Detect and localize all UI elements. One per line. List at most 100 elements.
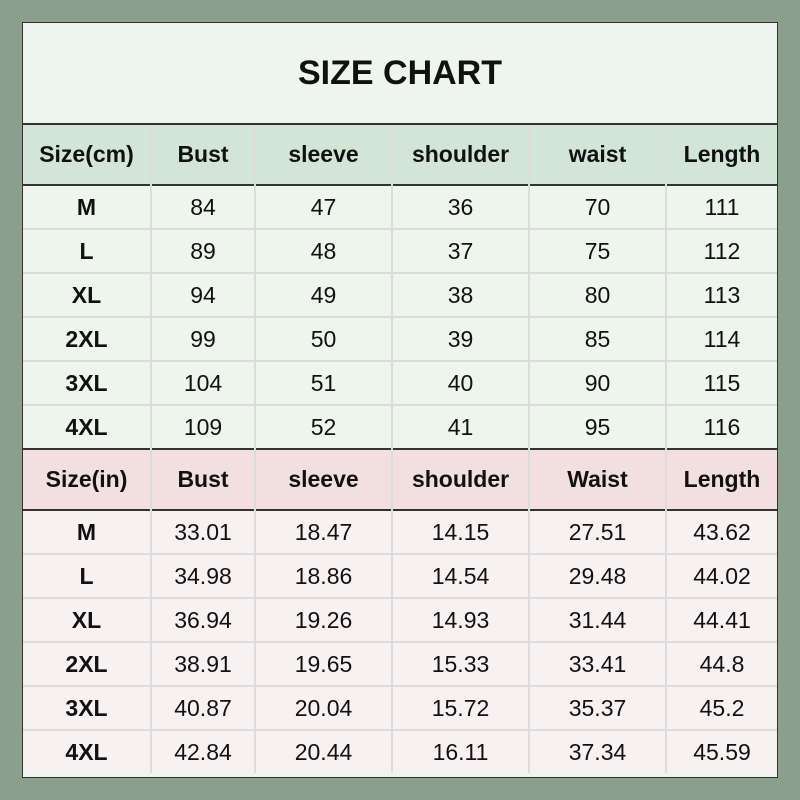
measurement-cell: 18.86	[254, 553, 393, 598]
table-row: M 84 47 36 70 111	[23, 184, 777, 229]
size-label: L	[23, 553, 152, 598]
measurement-cell: 39	[391, 316, 530, 361]
column-header: waist	[528, 125, 667, 185]
measurement-cell: 109	[150, 404, 256, 448]
measurement-cell: 111	[665, 184, 777, 229]
measurement-cell: 116	[665, 404, 777, 448]
measurement-cell: 70	[528, 184, 667, 229]
size-label: M	[23, 184, 152, 229]
column-header: sleeve	[254, 448, 393, 510]
measurement-cell: 40	[391, 360, 530, 405]
table-row: 3XL 104 51 40 90 115	[23, 360, 777, 405]
measurement-cell: 113	[665, 272, 777, 317]
measurement-cell: 36.94	[150, 597, 256, 642]
column-header: Size(in)	[23, 448, 152, 510]
measurement-cell: 14.15	[391, 509, 530, 554]
measurement-cell: 112	[665, 228, 777, 273]
size-chart: SIZE CHART Size(cm) Bust sleeve shoulder wai…	[22, 22, 778, 778]
measurement-cell: 14.54	[391, 553, 530, 598]
measurement-cell: 80	[528, 272, 667, 317]
size-label: 4XL	[23, 404, 152, 448]
measurement-cell: 33.41	[528, 641, 667, 686]
cm-size-table: Size(cm) Bust sleeve shoulder waist Length M 84…	[23, 125, 777, 448]
table-row: XL 36.94 19.26 14.93 31.44 44.41	[23, 597, 777, 642]
measurement-cell: 51	[254, 360, 393, 405]
measurement-cell: 115	[665, 360, 777, 405]
column-header: shoulder	[391, 125, 530, 185]
column-header: Size(cm)	[23, 125, 152, 185]
measurement-cell: 44.8	[665, 641, 777, 686]
measurement-cell: 52	[254, 404, 393, 448]
inch-size-table: Size(in) Bust sleeve shoulder Waist Length M 33…	[23, 448, 777, 773]
measurement-cell: 27.51	[528, 509, 667, 554]
chart-title: SIZE CHART	[23, 23, 777, 125]
measurement-cell: 38.91	[150, 641, 256, 686]
measurement-cell: 18.47	[254, 509, 393, 554]
measurement-cell: 89	[150, 228, 256, 273]
measurement-cell: 95	[528, 404, 667, 448]
table-row: 2XL 99 50 39 85 114	[23, 316, 777, 361]
measurement-cell: 34.98	[150, 553, 256, 598]
column-header: Length	[665, 125, 777, 185]
size-label: 3XL	[23, 360, 152, 405]
measurement-cell: 31.44	[528, 597, 667, 642]
measurement-cell: 45.59	[665, 729, 777, 773]
measurement-cell: 45.2	[665, 685, 777, 730]
measurement-cell: 44.02	[665, 553, 777, 598]
size-label: XL	[23, 597, 152, 642]
table-row: 4XL 42.84 20.44 16.11 37.34 45.59	[23, 729, 777, 773]
size-label: M	[23, 509, 152, 554]
table-row: L 34.98 18.86 14.54 29.48 44.02	[23, 553, 777, 598]
measurement-cell: 14.93	[391, 597, 530, 642]
size-label: 4XL	[23, 729, 152, 773]
size-label: 3XL	[23, 685, 152, 730]
measurement-cell: 20.04	[254, 685, 393, 730]
measurement-cell: 16.11	[391, 729, 530, 773]
table-row: 4XL 109 52 41 95 116	[23, 404, 777, 448]
measurement-cell: 99	[150, 316, 256, 361]
header-row: Size(in) Bust sleeve shoulder Waist Length	[23, 448, 777, 510]
column-header: Length	[665, 448, 777, 510]
measurement-cell: 15.33	[391, 641, 530, 686]
measurement-cell: 37.34	[528, 729, 667, 773]
column-header: Bust	[150, 448, 256, 510]
column-header: Bust	[150, 125, 256, 185]
measurement-cell: 50	[254, 316, 393, 361]
measurement-cell: 84	[150, 184, 256, 229]
table-row: XL 94 49 38 80 113	[23, 272, 777, 317]
measurement-cell: 43.62	[665, 509, 777, 554]
column-header: shoulder	[391, 448, 530, 510]
size-label: 2XL	[23, 641, 152, 686]
measurement-cell: 15.72	[391, 685, 530, 730]
measurement-cell: 104	[150, 360, 256, 405]
measurement-cell: 33.01	[150, 509, 256, 554]
measurement-cell: 36	[391, 184, 530, 229]
measurement-cell: 19.65	[254, 641, 393, 686]
size-label: 2XL	[23, 316, 152, 361]
column-header: sleeve	[254, 125, 393, 185]
table-row: 2XL 38.91 19.65 15.33 33.41 44.8	[23, 641, 777, 686]
measurement-cell: 47	[254, 184, 393, 229]
table-row: 3XL 40.87 20.04 15.72 35.37 45.2	[23, 685, 777, 730]
measurement-cell: 41	[391, 404, 530, 448]
measurement-cell: 48	[254, 228, 393, 273]
measurement-cell: 94	[150, 272, 256, 317]
measurement-cell: 49	[254, 272, 393, 317]
measurement-cell: 114	[665, 316, 777, 361]
measurement-cell: 20.44	[254, 729, 393, 773]
measurement-cell: 35.37	[528, 685, 667, 730]
measurement-cell: 29.48	[528, 553, 667, 598]
table-row: M 33.01 18.47 14.15 27.51 43.62	[23, 509, 777, 554]
measurement-cell: 44.41	[665, 597, 777, 642]
header-row: Size(cm) Bust sleeve shoulder waist Length	[23, 125, 777, 185]
measurement-cell: 19.26	[254, 597, 393, 642]
measurement-cell: 37	[391, 228, 530, 273]
table-row: L 89 48 37 75 112	[23, 228, 777, 273]
measurement-cell: 85	[528, 316, 667, 361]
measurement-cell: 38	[391, 272, 530, 317]
measurement-cell: 42.84	[150, 729, 256, 773]
measurement-cell: 40.87	[150, 685, 256, 730]
column-header: Waist	[528, 448, 667, 510]
measurement-cell: 90	[528, 360, 667, 405]
size-label: L	[23, 228, 152, 273]
